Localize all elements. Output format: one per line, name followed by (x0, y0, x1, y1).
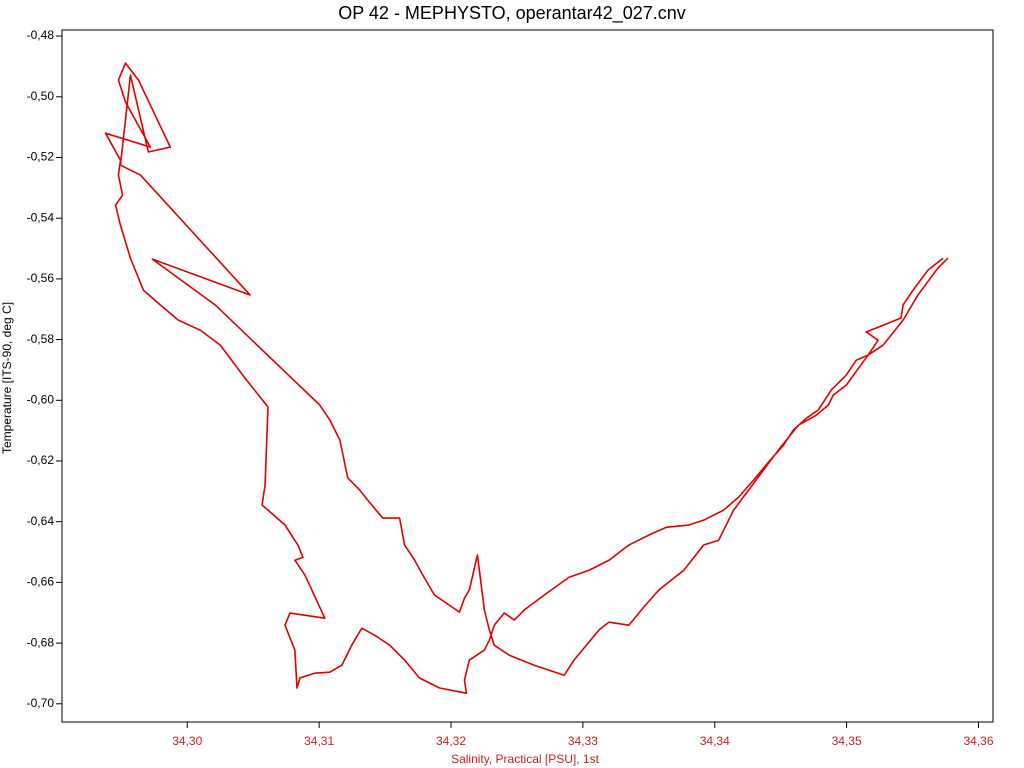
x-tick-label: 34,32 (436, 734, 466, 748)
y-tick-label: -0,54 (27, 210, 55, 224)
y-tick-label: -0,48 (27, 28, 55, 42)
data-line (104, 62, 949, 694)
x-tick-label: 34,36 (963, 734, 993, 748)
chart-title: OP 42 - MEPHYSTO, operantar42_027.cnv (338, 3, 686, 24)
x-axis-label: Salinity, Practical [PSU], 1st (451, 752, 599, 766)
y-tick-label: -0,60 (27, 392, 55, 406)
y-tick-label: -0,68 (27, 635, 55, 649)
x-tick-label: 34,31 (304, 734, 334, 748)
y-tick-label: -0,56 (27, 271, 55, 285)
plot-frame (61, 29, 994, 723)
y-tick-label: -0,52 (27, 150, 55, 164)
x-tick-label: 34,30 (172, 734, 202, 748)
y-tick-label: -0,70 (27, 696, 55, 710)
y-tick-label: -0,66 (27, 575, 55, 589)
x-tick-label: 34,34 (700, 734, 730, 748)
y-tick-label: -0,62 (27, 453, 55, 467)
y-tick-label: -0,64 (27, 514, 55, 528)
x-tick-label: 34,35 (832, 734, 862, 748)
y-tick-label: -0,50 (27, 89, 55, 103)
y-tick-label: -0,58 (27, 332, 55, 346)
y-axis-label: Temperature [ITS-90, deg C] (0, 302, 14, 454)
x-tick-label: 34,33 (568, 734, 598, 748)
